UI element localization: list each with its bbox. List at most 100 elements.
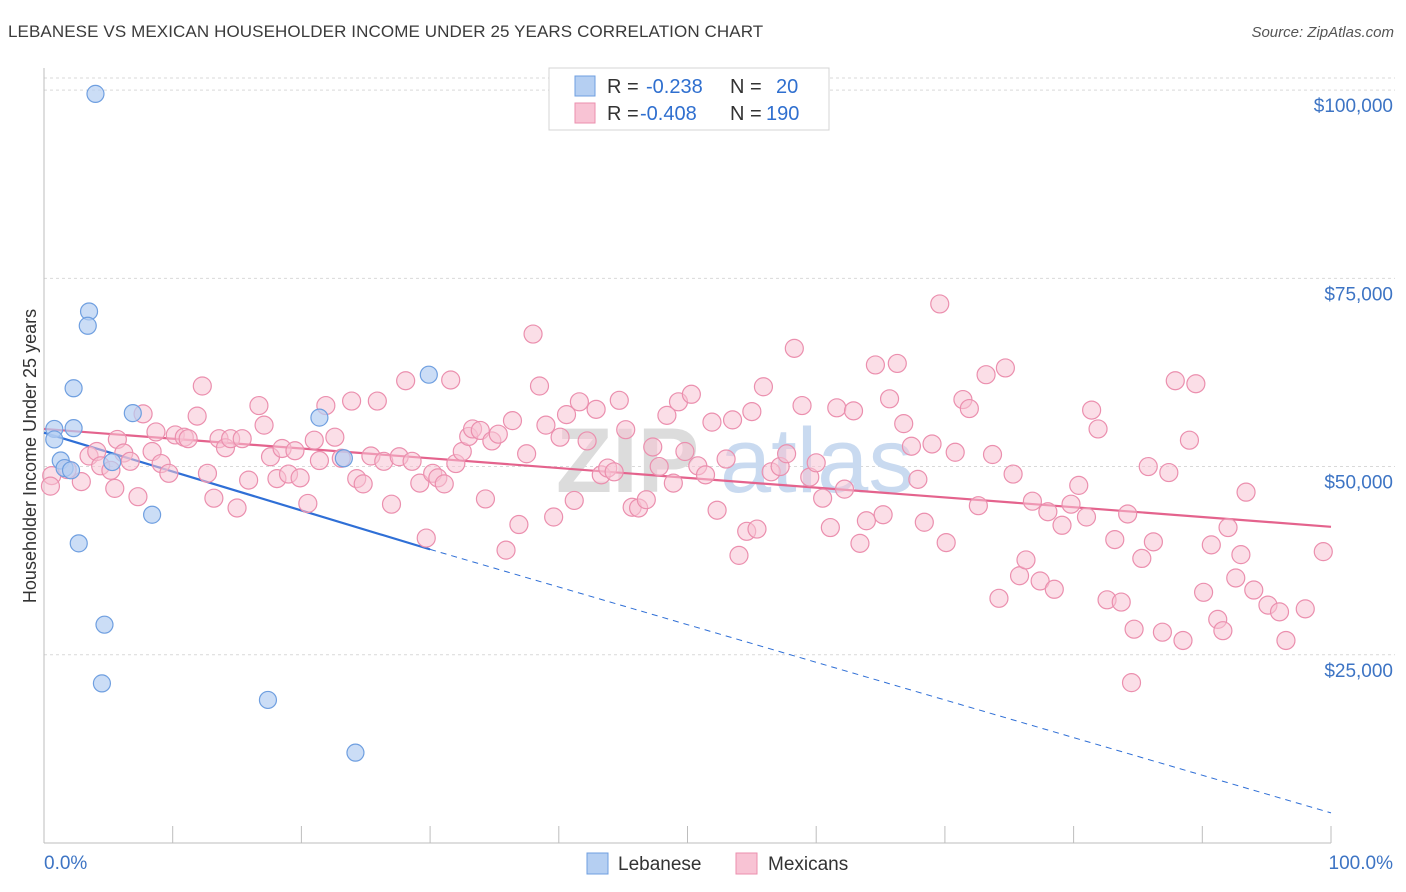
mexicans-point (1124, 619, 1144, 639)
y-tick-label: $50,000 (1324, 473, 1393, 494)
mexicans-point (105, 478, 125, 498)
mexicans-point (657, 405, 677, 425)
lebanese-point (78, 316, 97, 335)
mexicans-point (982, 444, 1003, 465)
lebanese-point (95, 615, 114, 634)
mexicans-point (914, 512, 934, 532)
mexicans-point (550, 427, 570, 447)
mexicans-point (396, 371, 416, 391)
mexicans-point (729, 545, 749, 565)
mexicans-point (995, 358, 1015, 378)
legend-r-label: R = (607, 76, 639, 98)
mexicans-point (1105, 529, 1125, 550)
mexicans-point (1165, 371, 1185, 391)
mexicans-point (304, 430, 324, 450)
mexicans-point (159, 463, 179, 483)
mexicans-point (936, 532, 956, 553)
mexicans-point (887, 353, 907, 374)
mexicans-point (834, 479, 855, 499)
mexicans-point (523, 324, 543, 344)
lebanese-point (86, 84, 105, 103)
mexicans-point (616, 420, 636, 440)
mexicans-point (367, 391, 387, 411)
mexicans-point (416, 528, 436, 548)
mexicans-point (298, 493, 318, 514)
mexicans-point (989, 588, 1009, 608)
mexicans-point (1226, 568, 1246, 588)
mexicans-point (586, 399, 606, 419)
lebanese-point (143, 505, 162, 524)
mexicans-point (1052, 515, 1072, 535)
mexicans-point (976, 365, 996, 385)
mexicans-point (968, 496, 988, 516)
mexicans-point (502, 411, 523, 431)
mexicans-point (1069, 475, 1089, 495)
lebanese-point (61, 461, 81, 480)
mexicans-point (341, 391, 362, 411)
lebanese-point (310, 408, 329, 427)
mexicans-point (649, 456, 669, 477)
mexicans-point (1121, 673, 1142, 693)
lebanese-trend-extension (429, 548, 1332, 814)
lebanese-point (258, 690, 278, 710)
mexicans-point (792, 395, 812, 416)
mexicans-point (146, 422, 166, 442)
mexicans-point (827, 398, 847, 418)
x-tick-label: 0.0% (44, 853, 87, 874)
mexicans-point (1076, 507, 1097, 527)
mexicans-point (1111, 592, 1131, 612)
mexicans-point (716, 449, 736, 469)
mexicans-point (1201, 535, 1221, 555)
mexicans-point (1159, 462, 1179, 483)
mexicans-point (1143, 532, 1163, 552)
lebanese-point (103, 452, 122, 472)
mexicans-point (663, 473, 683, 493)
gridlines (44, 77, 1395, 656)
mexicans-point (488, 424, 508, 444)
mexicans-point (569, 392, 589, 412)
mexicans-point (197, 463, 218, 483)
mexicans-point (945, 442, 965, 462)
mexicans-point (681, 384, 701, 404)
y-tick-label: $25,000 (1324, 661, 1393, 682)
mexicans-point (192, 376, 212, 396)
mexicans-point (643, 437, 663, 457)
mexicans-point (1016, 550, 1036, 570)
mexicans-point (1179, 430, 1200, 450)
mexicans-point (1003, 464, 1023, 484)
mexicans-point (1236, 482, 1256, 502)
mexicans-point (509, 514, 529, 535)
mexicans-point (695, 465, 716, 485)
mexicans-point (187, 406, 207, 426)
mexicans-point (556, 405, 577, 425)
legend-swatch-mexicans (574, 102, 596, 124)
bottom-legend-swatch-mexicans (735, 852, 758, 875)
trend-lines (43, 427, 1332, 814)
mexicans-point (1313, 542, 1333, 562)
legend-box (548, 67, 830, 131)
mexicans-point (204, 488, 224, 508)
lebanese-point (92, 674, 112, 693)
mexicans-point (609, 390, 629, 410)
legend-n-label: N = (730, 76, 762, 98)
mexicans-point (178, 429, 198, 449)
mexicans-point (722, 410, 743, 430)
lebanese-point (346, 743, 365, 762)
bottom-legend-lebanese: Lebanese (618, 854, 701, 875)
mexicans-point (894, 414, 914, 434)
mexicans-point (249, 395, 269, 416)
mexicans-point (1173, 630, 1193, 651)
legend-r-label: R = (607, 103, 639, 125)
lebanese-point (45, 430, 64, 449)
mexicans-point (707, 500, 727, 520)
mexicans-point (410, 473, 430, 493)
mexicans-point (496, 540, 516, 560)
mexicans-point (309, 450, 330, 471)
mexicans-point (901, 436, 922, 456)
mexicans-point (856, 511, 876, 531)
mexicans-point (239, 470, 259, 490)
mexicans-point (564, 490, 584, 511)
mexicans-point (747, 519, 767, 539)
legend-n-value: 190 (766, 103, 799, 125)
mexicans-point (806, 453, 826, 473)
